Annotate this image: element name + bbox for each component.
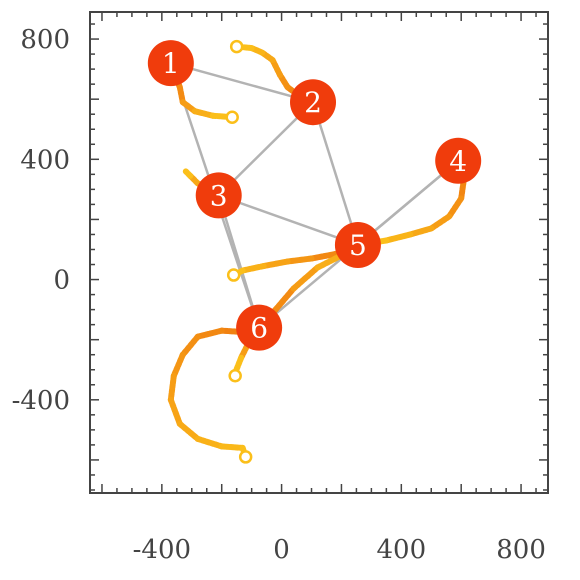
- trajectory-segment: [314, 252, 345, 271]
- trajectory-segment: [194, 435, 225, 450]
- trajectory-segment: [191, 108, 216, 119]
- trajectory-segment: [446, 195, 465, 220]
- node-5: [334, 221, 381, 268]
- node-4: [435, 137, 482, 184]
- edge-2-5: [311, 101, 360, 246]
- trajectory-segment: [284, 255, 315, 265]
- trajectory-segment: [167, 372, 177, 403]
- trajectory-segment: [239, 263, 267, 274]
- trajectory-end-marker: [226, 268, 241, 282]
- node-2: [290, 79, 337, 126]
- edge-3-5: [218, 194, 359, 247]
- trajectory-segment: [176, 420, 201, 442]
- node-label-3: 3: [210, 179, 228, 212]
- trajectory-end-marker: [238, 450, 253, 464]
- trajectory-segment: [260, 258, 291, 270]
- x-tick-label: 400: [376, 535, 426, 565]
- trajectory-segment: [218, 443, 246, 451]
- node-1: [147, 40, 194, 87]
- y-tick-label: 800: [20, 25, 70, 55]
- trajectory-segment: [428, 213, 453, 232]
- x-tick-label: 0: [273, 535, 290, 565]
- node-label-5: 5: [349, 229, 367, 262]
- y-tick-label: -400: [12, 386, 70, 416]
- trajectory-segment: [194, 327, 225, 340]
- edge-1-2: [170, 61, 314, 104]
- trajectory-segment: [407, 225, 435, 238]
- edge-3-6: [217, 195, 261, 329]
- trajectory-segment: [383, 231, 414, 244]
- node-label-2: 2: [304, 86, 322, 119]
- trajectory-segment: [290, 264, 321, 292]
- axes-layer: -400 0 400 800 -400 0 400 800: [12, 11, 549, 565]
- x-tick-label: -400: [133, 535, 191, 565]
- x-tick-label: 800: [496, 535, 546, 565]
- trajectory-segment: [182, 168, 194, 179]
- node-label-1: 1: [162, 47, 180, 80]
- node-3: [195, 172, 242, 219]
- y-tick-label: 0: [53, 266, 70, 296]
- plot-frame: [89, 11, 549, 494]
- trajectory-segment: [170, 351, 186, 379]
- node-6: [236, 304, 283, 351]
- trajectory-segment: [308, 251, 339, 262]
- node-label-4: 4: [449, 145, 467, 178]
- node-label-6: 6: [250, 312, 268, 345]
- trajectory-segment: [272, 285, 297, 313]
- trajectory-segment: [167, 396, 183, 427]
- trajectory-end-marker: [228, 369, 242, 383]
- trajectory-end-marker: [229, 39, 244, 54]
- nodes-layer: 1 2 3 4 5 6: [147, 40, 482, 351]
- y-tick-label: 400: [20, 145, 70, 175]
- trajectory-segment: [179, 333, 201, 358]
- trajectory-end-marker: [225, 110, 239, 124]
